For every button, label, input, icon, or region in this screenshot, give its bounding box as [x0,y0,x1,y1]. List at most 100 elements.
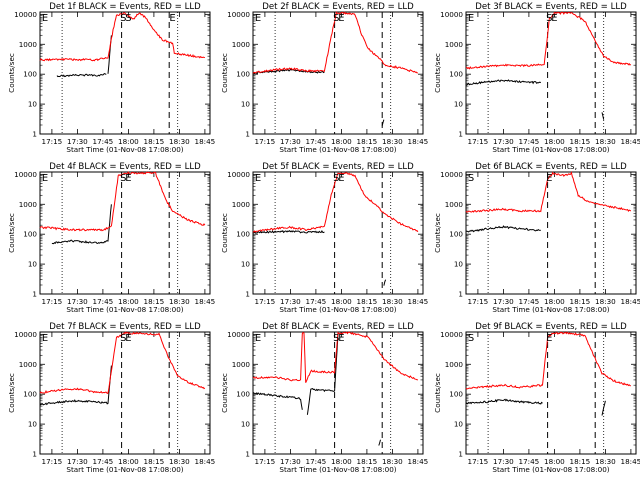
plot-frame [252,11,424,135]
state-flag: E [338,173,344,184]
y-tick-label: 10 [454,100,464,109]
chart-title: Det 6f BLACK = Events, RED = LLD [475,162,627,172]
x-tick-label: 18:15 [357,457,378,466]
events-series-line [381,119,385,126]
y-axis-label: Counts/sec [220,373,229,413]
y-tick-label: 10 [241,420,251,429]
y-tick-label: 10000 [440,10,463,19]
x-tick-label: 18:15 [357,297,378,306]
x-tick-label: 18:15 [357,137,378,146]
x-tick-label: 17:45 [306,137,327,146]
x-tick-label: 17:45 [93,137,114,146]
y-axis-label: Counts/sec [7,53,16,93]
x-tick-label: 18:15 [570,457,591,466]
plot-frame [465,331,637,455]
x-tick-label: 18:15 [144,297,165,306]
plot-frame [465,171,637,295]
chart-panel-3: Det 3f BLACK = Events, RED = LLD 1 10 100 10… [433,2,640,154]
chart-title: Det 1f BLACK = Events, RED = LLD [49,2,201,12]
state-flag: E [255,13,261,24]
x-tick-label: 18:45 [195,297,216,306]
x-axis-label: Start Time (01-Nov-08 17:08:00) [66,145,183,154]
state-flag: E [125,173,131,184]
x-tick-label: 17:15 [42,457,63,466]
plot-frame [252,171,424,295]
y-tick-label: 100 [449,390,463,399]
y-tick-label: 10 [241,260,251,269]
events-series-line [601,400,606,416]
x-tick-label: 18:00 [331,297,352,306]
chart-panel-9: Det 9f BLACK = Events, RED = LLD 1 10 100 10… [433,322,640,474]
x-tick-label: 18:30 [382,457,403,466]
events-series-line [252,230,325,234]
events-series-line [39,365,112,406]
x-tick-label: 18:45 [621,297,640,306]
y-tick-label: 1000 [445,360,464,369]
x-tick-label: 17:30 [493,297,514,306]
x-tick-label: 18:45 [408,457,429,466]
y-tick-label: 100 [23,230,37,239]
state-flag: S [468,173,474,184]
y-tick-label: 1000 [19,200,38,209]
x-tick-label: 17:45 [519,137,540,146]
y-tick-label: 1 [245,290,250,299]
events-series-line [465,79,542,86]
y-tick-label: 1 [245,450,250,459]
lld-series-line [465,331,631,390]
x-tick-label: 18:00 [331,457,352,466]
x-axis-label: Start Time (01-Nov-08 17:08:00) [492,305,609,314]
x-tick-label: 18:15 [144,137,165,146]
y-tick-label: 10 [28,420,38,429]
state-flag: S [120,173,126,184]
y-tick-label: 100 [449,70,463,79]
y-tick-label: 10 [454,260,464,269]
lld-series-line [252,331,418,383]
x-tick-label: 17:30 [280,297,301,306]
x-axis-label: Start Time (01-Nov-08 17:08:00) [279,465,396,474]
y-tick-label: 10 [28,100,38,109]
y-tick-label: 10 [28,260,38,269]
y-tick-label: 10000 [227,330,250,339]
events-series-line [378,439,381,446]
y-tick-label: 1 [458,130,463,139]
plot-frame [39,171,211,295]
plot-frame [252,331,424,455]
x-axis-label: Start Time (01-Nov-08 17:08:00) [66,465,183,474]
state-flag: S [125,13,131,24]
x-tick-label: 18:00 [118,137,139,146]
state-flag: E [255,173,261,184]
lld-series-line [465,171,632,213]
x-tick-label: 18:30 [595,457,616,466]
y-axis-label: Counts/sec [433,53,442,93]
y-axis-label: Counts/sec [220,53,229,93]
y-tick-label: 10000 [14,10,37,19]
x-tick-label: 17:45 [93,297,114,306]
x-axis-label: Start Time (01-Nov-08 17:08:00) [279,305,396,314]
x-tick-label: 18:45 [621,137,640,146]
x-tick-label: 18:30 [595,297,616,306]
y-tick-label: 1 [32,130,37,139]
lld-series-line [39,11,205,62]
y-tick-label: 100 [23,390,37,399]
state-flag: E [255,333,261,344]
lld-series-line [39,171,206,232]
state-flag: S [333,333,339,344]
events-series-line [601,112,605,120]
x-tick-label: 18:30 [382,137,403,146]
events-series-line [306,334,339,415]
y-axis-label: Counts/sec [7,373,16,413]
state-flag: S [546,13,552,24]
x-tick-label: 17:30 [493,457,514,466]
chart-panel-2: Det 2f BLACK = Events, RED = LLD 1 10 100 10… [220,2,428,154]
x-tick-label: 17:45 [519,297,540,306]
x-tick-label: 17:30 [493,137,514,146]
y-tick-label: 100 [236,230,250,239]
plot-frame [39,11,211,135]
state-flag: E [468,13,474,24]
state-flag: E [42,13,48,24]
x-tick-label: 18:15 [570,297,591,306]
state-flag: E [169,13,175,24]
x-tick-label: 18:30 [169,457,190,466]
lld-series-line [252,171,419,233]
